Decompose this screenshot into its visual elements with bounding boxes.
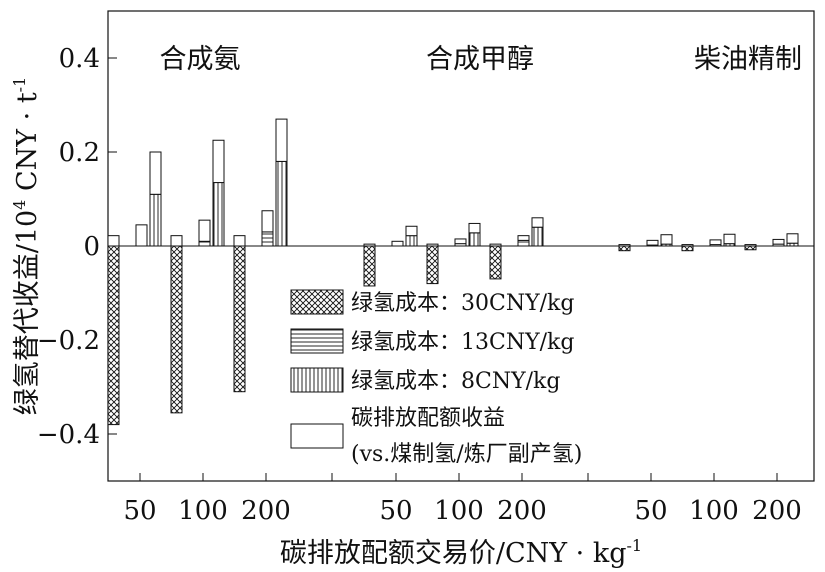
bar-8cny-carbon-0-2 [275,118,288,162]
bar-13cny-1-2 [517,239,530,247]
bar-30cny-carbon-1-0 [363,243,376,247]
bar-13cny-carbon-2-0 [646,239,659,246]
bar-8cny-0-0 [149,193,162,247]
bar-8cny-0-2 [275,160,288,247]
y-tick-label-2: 0 [83,232,100,262]
legend-label-carbon: 碳排放配额收益 [351,406,505,431]
bar-30cny-carbon-0-2 [233,235,246,247]
bar-8cny-carbon-1-2 [531,217,544,228]
bar-30cny-2-1 [681,245,694,252]
bar-30cny-0-1 [170,245,183,414]
bar-13cny-carbon-2-1 [709,239,722,246]
legend-label-carbon-line2: (vs.煤制氢/炼厂副产氢) [351,442,582,467]
x-axis: 50 100 200 50 100 200 50 100 200 [123,473,802,526]
bar-8cny-carbon-1-0 [405,225,418,237]
bar-13cny-carbon-1-1 [454,238,467,245]
y-tick-label-4: −0.4 [37,420,100,450]
bar-30cny-carbon-2-1 [681,244,694,247]
legend-swatch-30cny [290,289,344,315]
x-tick-label-0-1: 100 [178,496,228,526]
bar-30cny-1-1 [426,245,439,285]
bar-30cny-2-0 [618,245,631,252]
bar-30cny-1-2 [489,245,502,280]
x-tick-label-1-0: 50 [379,496,412,526]
x-tick-label-0-0: 50 [123,496,156,526]
y-tick-label-3: −0.2 [37,326,100,356]
legend-label-13cny: 绿氢成本：13CNY/kg [351,330,574,355]
bar-30cny-carbon-0-1 [170,235,183,247]
bar-13cny-0-1 [198,240,211,247]
y-axis-unit-sup: -1 [10,77,29,93]
bar-8cny-carbon-1-1 [468,222,481,234]
x-tick-label-2-2: 200 [752,496,802,526]
x-tick-label-2-1: 100 [689,496,739,526]
bar-30cny-2-2 [744,245,757,251]
y-axis: 0.4 0.2 0 −0.2 −0.4 [37,44,117,450]
bar-13cny-carbon-0-0 [135,224,148,247]
y-axis-title-sup: 4 [10,200,29,210]
bar-13cny-carbon-1-2 [517,235,530,241]
bar-8cny-1-1 [468,232,481,247]
bar-8cny-1-0 [405,235,418,247]
bar-30cny-carbon-2-2 [744,244,757,247]
x-tick-label-0-2: 200 [241,496,291,526]
bar-30cny-carbon-1-1 [426,243,439,247]
x-tick-label-1-2: 200 [497,496,547,526]
bar-8cny-0-1 [212,182,225,247]
bar-13cny-carbon-0-2 [261,210,274,233]
y-axis-title: 绿氢替代收益/104 CNY · t-1 [10,77,43,416]
bar-30cny-carbon-1-2 [489,243,502,247]
y-tick-label-0: 0.4 [59,44,100,74]
legend-label-30cny: 绿氢成本：30CNY/kg [351,291,574,316]
x-axis-title: 碳排放配额交易价/CNY · kg-1 [280,536,642,569]
bar-30cny-1-0 [363,245,376,287]
x-tick-label-2-0: 50 [634,496,667,526]
legend-swatch-8cny [290,367,344,393]
bar-13cny-0-2 [261,231,274,247]
legend-swatch-carbon [290,423,344,449]
legend-label-8cny: 绿氢成本：8CNY/kg [351,369,560,394]
x-tick-label-1-1: 100 [434,496,484,526]
bar-13cny-carbon-0-1 [198,219,211,242]
legend: 绿氢成本：30CNY/kg 绿氢成本：13CNY/kg 绿氢成本：8CNY/kg… [290,289,582,467]
bar-8cny-carbon-2-1 [723,233,736,245]
bar-30cny-0-0 [107,245,120,426]
bar-30cny-carbon-0-0 [107,235,120,247]
bar-30cny-0-2 [233,245,246,393]
bar-8cny-carbon-0-0 [149,151,162,195]
bar-8cny-carbon-0-1 [212,139,225,184]
legend-swatch-13cny [290,328,344,354]
panel-title-1: 合成氨 [160,44,241,75]
bar-13cny-carbon-2-2 [772,238,785,245]
bar-13cny-carbon-1-0 [391,240,404,247]
panel-title-2: 合成甲醇 [426,44,534,75]
bar-8cny-carbon-2-0 [660,234,673,245]
y-tick-label-1: 0.2 [59,138,100,168]
bar-8cny-carbon-2-2 [786,233,799,244]
bar-8cny-1-2 [531,226,544,247]
x-axis-title-sup: -1 [627,536,643,555]
bar-30cny-carbon-2-0 [618,244,631,247]
bars [107,118,799,426]
panel-title-3: 柴油精制 [694,44,802,75]
